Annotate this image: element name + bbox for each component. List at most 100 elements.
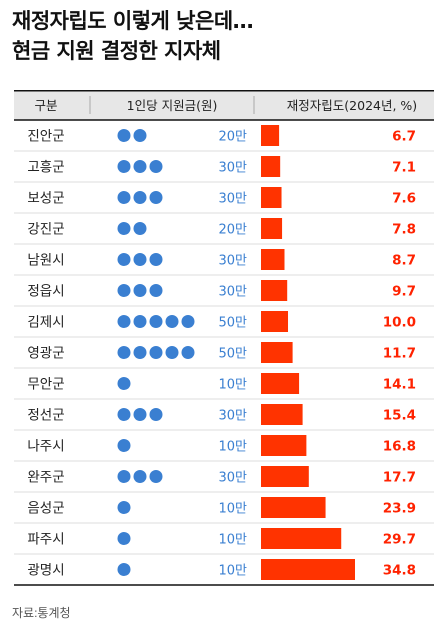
region-name: 고흥군 [27,160,64,176]
support-dot [117,563,131,576]
support-dot [117,470,131,483]
data-label: 9.7 [392,284,416,300]
region-name: 영광군 [27,346,64,362]
support-dot [165,346,179,359]
region-name: 강진군 [27,222,64,238]
bar [261,373,300,394]
column-header: 재정자립도(2024년, %) [287,98,417,113]
chart-table: 구분 1인당 지원금(원) 재정자립도(2024년, %) 진안군 20만 6.7 고흥군 3… [14,90,434,592]
region-name: 정선군 [27,408,64,424]
support-dot [181,346,195,359]
bar [261,311,289,332]
chart-svg: 구분 1인당 지원금(원) 재정자립도(2024년, %) 진안군 20만 6.7 고흥군 3… [14,90,434,586]
region-name: 나주시 [27,439,64,455]
bar [261,497,326,518]
chart-title: 재정자립도 이렇게 낮은데… 현금 지원 결정한 지자체 [12,6,254,66]
support-dot [149,284,163,297]
support-dot [117,315,131,328]
region-name: 남원시 [27,253,64,269]
bar [261,187,282,208]
data-label: 14.1 [383,377,416,393]
support-amount-label: 10만 [218,378,247,393]
support-amount-label: 30만 [218,285,247,300]
source-note: 자료:통계청 [12,606,71,620]
region-name: 무안군 [27,377,64,393]
region-name: 완주군 [27,470,64,486]
support-dot [133,191,147,204]
region-name: 파주시 [27,532,64,548]
support-amount-label: 20만 [218,130,247,145]
bar [261,156,281,177]
support-dot [133,346,147,359]
data-label: 10.0 [383,315,416,331]
support-dot [117,129,131,142]
region-name: 김제시 [27,315,64,331]
region-name: 보성군 [27,191,64,207]
support-dot [133,222,147,235]
title-line-1: 재정자립도 이렇게 낮은데… [12,9,254,33]
support-dot [149,470,163,483]
title-line-2: 현금 지원 결정한 지자체 [12,39,221,63]
data-label: 11.7 [383,346,416,362]
data-label: 23.9 [383,501,416,517]
bar [261,280,288,301]
support-amount-label: 30만 [218,161,247,176]
data-label: 15.4 [383,408,416,424]
support-dot [133,315,147,328]
header-background [14,90,434,120]
data-label: 8.7 [392,253,416,269]
support-dot [133,129,147,142]
support-dot [133,160,147,173]
support-dot [117,160,131,173]
bar [261,559,355,580]
data-label: 34.8 [383,563,416,579]
support-dot [149,253,163,266]
support-dot [117,439,131,452]
support-dot [117,222,131,235]
support-dot [117,191,131,204]
data-label: 29.7 [383,532,416,548]
support-dot [133,284,147,297]
data-label: 7.6 [392,191,416,207]
bar [261,249,285,270]
support-dot [133,253,147,266]
region-name: 광명시 [27,563,64,579]
column-header: 구분 [34,98,57,113]
support-amount-label: 10만 [218,533,247,548]
support-dot [133,470,147,483]
support-amount-label: 10만 [218,440,247,455]
support-amount-label: 30만 [218,192,247,207]
bar [261,218,283,239]
support-dot [149,160,163,173]
support-dot [181,315,195,328]
support-amount-label: 50만 [218,347,247,362]
support-dot [149,408,163,421]
region-name: 음성군 [27,501,64,517]
region-name: 정읍시 [27,284,64,300]
column-header: 1인당 지원금(원) [127,98,218,113]
data-label: 7.8 [392,222,416,238]
data-label: 6.7 [392,129,416,145]
support-amount-label: 30만 [218,471,247,486]
bar [261,466,309,487]
support-dot [149,191,163,204]
data-label: 16.8 [383,439,416,455]
support-dot [133,408,147,421]
data-label: 17.7 [383,470,416,486]
bar [261,125,280,146]
support-dot [149,346,163,359]
support-amount-label: 10만 [218,502,247,517]
bar [261,528,342,549]
support-dot [165,315,179,328]
bar [261,435,307,456]
support-dot [117,253,131,266]
support-amount-label: 30만 [218,409,247,424]
support-amount-label: 30만 [218,254,247,269]
support-amount-label: 20만 [218,223,247,238]
support-dot [149,315,163,328]
data-label: 7.1 [392,160,416,176]
support-dot [117,284,131,297]
region-name: 진안군 [27,129,64,145]
support-amount-label: 10만 [218,564,247,579]
support-dot [117,346,131,359]
